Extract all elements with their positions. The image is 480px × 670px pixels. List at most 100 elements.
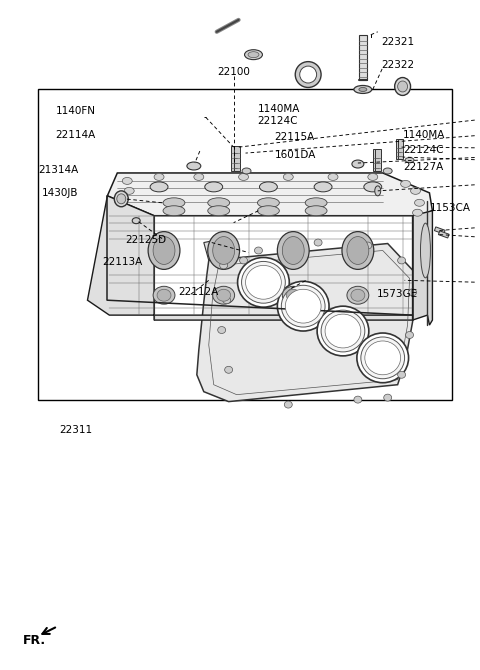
Text: 1430JB: 1430JB bbox=[42, 188, 79, 198]
Ellipse shape bbox=[244, 50, 263, 60]
Ellipse shape bbox=[157, 289, 171, 302]
Text: 1140MA: 1140MA bbox=[403, 130, 445, 140]
Polygon shape bbox=[412, 211, 432, 325]
Ellipse shape bbox=[194, 174, 204, 180]
Ellipse shape bbox=[317, 306, 369, 356]
Ellipse shape bbox=[383, 168, 392, 174]
Polygon shape bbox=[87, 196, 418, 320]
Bar bbox=[397, 139, 403, 159]
Ellipse shape bbox=[218, 326, 226, 334]
Ellipse shape bbox=[223, 297, 230, 304]
Text: 22113A: 22113A bbox=[103, 257, 143, 267]
Text: 22321: 22321 bbox=[382, 37, 415, 47]
Text: 1140MA: 1140MA bbox=[258, 104, 300, 113]
Ellipse shape bbox=[150, 182, 168, 192]
Ellipse shape bbox=[401, 180, 410, 188]
Ellipse shape bbox=[321, 310, 365, 352]
Ellipse shape bbox=[282, 286, 304, 304]
Ellipse shape bbox=[257, 198, 279, 208]
Text: 1573GE: 1573GE bbox=[377, 289, 418, 299]
Ellipse shape bbox=[397, 371, 406, 379]
Ellipse shape bbox=[246, 265, 281, 299]
Ellipse shape bbox=[163, 198, 185, 208]
Ellipse shape bbox=[117, 194, 126, 204]
Ellipse shape bbox=[412, 209, 422, 216]
Bar bbox=[359, 35, 367, 80]
Ellipse shape bbox=[205, 182, 223, 192]
Ellipse shape bbox=[213, 237, 235, 265]
Ellipse shape bbox=[347, 237, 369, 265]
Ellipse shape bbox=[352, 160, 364, 168]
Text: 22124C: 22124C bbox=[258, 115, 298, 125]
Text: 22115A: 22115A bbox=[275, 132, 314, 142]
Polygon shape bbox=[108, 173, 432, 216]
Ellipse shape bbox=[154, 174, 164, 180]
Ellipse shape bbox=[225, 366, 233, 373]
Ellipse shape bbox=[238, 257, 289, 307]
Ellipse shape bbox=[148, 232, 180, 269]
Ellipse shape bbox=[364, 242, 372, 249]
Ellipse shape bbox=[114, 191, 128, 207]
Ellipse shape bbox=[314, 239, 322, 246]
Ellipse shape bbox=[248, 52, 259, 58]
Ellipse shape bbox=[397, 81, 408, 92]
Ellipse shape bbox=[354, 396, 362, 403]
Ellipse shape bbox=[361, 337, 405, 379]
Ellipse shape bbox=[241, 261, 285, 304]
Ellipse shape bbox=[408, 289, 417, 295]
Ellipse shape bbox=[365, 341, 401, 375]
Ellipse shape bbox=[163, 206, 185, 216]
Ellipse shape bbox=[283, 174, 293, 180]
Polygon shape bbox=[204, 241, 228, 261]
Ellipse shape bbox=[415, 199, 424, 206]
Ellipse shape bbox=[208, 206, 229, 216]
Bar bbox=[234, 146, 240, 171]
Ellipse shape bbox=[239, 174, 249, 180]
Ellipse shape bbox=[364, 182, 382, 192]
Ellipse shape bbox=[242, 168, 251, 174]
Text: 22124C: 22124C bbox=[403, 145, 444, 155]
Ellipse shape bbox=[359, 88, 367, 91]
Ellipse shape bbox=[305, 198, 327, 208]
Ellipse shape bbox=[410, 188, 420, 194]
Ellipse shape bbox=[300, 66, 317, 83]
Ellipse shape bbox=[208, 232, 240, 269]
Text: 21314A: 21314A bbox=[38, 165, 79, 175]
Ellipse shape bbox=[220, 262, 228, 269]
Ellipse shape bbox=[122, 178, 132, 184]
Ellipse shape bbox=[254, 247, 263, 254]
Ellipse shape bbox=[132, 218, 140, 224]
Ellipse shape bbox=[375, 186, 381, 196]
Ellipse shape bbox=[357, 333, 408, 383]
Text: 22125D: 22125D bbox=[125, 235, 166, 245]
Text: 22311: 22311 bbox=[59, 425, 92, 435]
Text: 22112A: 22112A bbox=[178, 287, 218, 297]
Ellipse shape bbox=[277, 281, 329, 331]
Ellipse shape bbox=[284, 401, 292, 408]
Polygon shape bbox=[197, 243, 422, 401]
Text: 22322: 22322 bbox=[382, 60, 415, 70]
Ellipse shape bbox=[257, 206, 279, 216]
Bar bbox=[434, 227, 445, 234]
Ellipse shape bbox=[124, 188, 134, 194]
Ellipse shape bbox=[208, 198, 229, 208]
Ellipse shape bbox=[114, 198, 124, 204]
Ellipse shape bbox=[153, 286, 175, 304]
Ellipse shape bbox=[305, 206, 327, 216]
Text: 1601DA: 1601DA bbox=[275, 150, 316, 160]
Ellipse shape bbox=[295, 62, 321, 88]
Ellipse shape bbox=[281, 285, 325, 327]
Ellipse shape bbox=[384, 394, 392, 401]
Ellipse shape bbox=[285, 289, 321, 323]
Ellipse shape bbox=[347, 286, 369, 304]
Ellipse shape bbox=[216, 289, 230, 302]
Ellipse shape bbox=[342, 232, 374, 269]
Text: 1153CA: 1153CA bbox=[430, 204, 470, 214]
Ellipse shape bbox=[328, 174, 338, 180]
Ellipse shape bbox=[187, 162, 201, 170]
Bar bbox=[373, 149, 379, 171]
Ellipse shape bbox=[314, 182, 332, 192]
Text: 1140FN: 1140FN bbox=[55, 107, 96, 116]
Ellipse shape bbox=[260, 182, 277, 192]
Ellipse shape bbox=[325, 314, 361, 348]
